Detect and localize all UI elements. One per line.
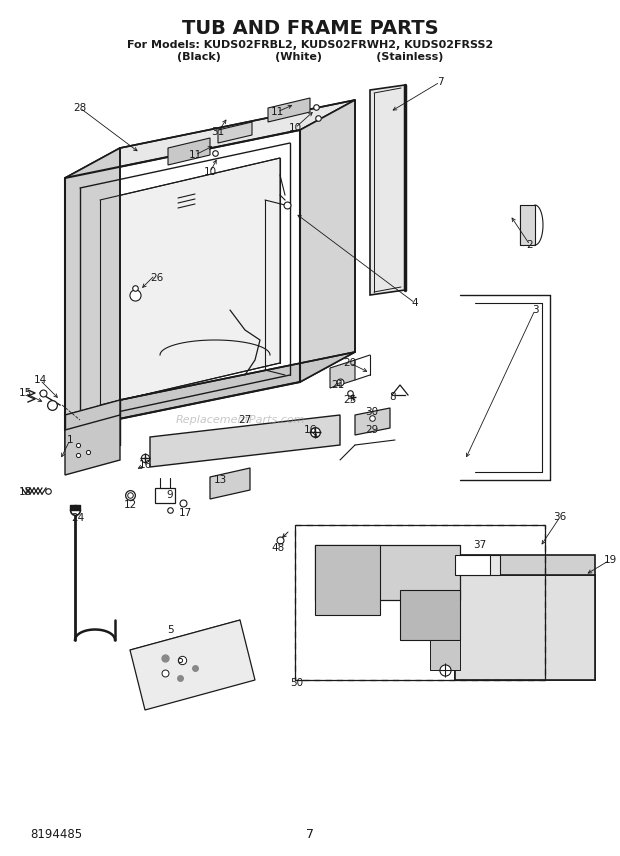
- Text: 8194485: 8194485: [30, 828, 82, 841]
- Polygon shape: [150, 415, 340, 467]
- Text: 21: 21: [331, 380, 345, 390]
- Text: 26: 26: [151, 273, 164, 283]
- Text: 36: 36: [554, 512, 567, 522]
- Polygon shape: [218, 122, 252, 143]
- Polygon shape: [300, 100, 355, 382]
- Polygon shape: [520, 205, 535, 245]
- Text: 16: 16: [303, 425, 317, 435]
- Polygon shape: [370, 85, 405, 295]
- Text: 50: 50: [290, 678, 304, 688]
- Text: 27: 27: [238, 415, 252, 425]
- Polygon shape: [355, 408, 390, 435]
- Text: 8: 8: [390, 392, 396, 402]
- Polygon shape: [65, 400, 120, 450]
- Polygon shape: [330, 360, 355, 388]
- Text: 11: 11: [270, 107, 283, 117]
- Polygon shape: [210, 468, 250, 499]
- Text: 7: 7: [306, 828, 314, 841]
- Text: 18: 18: [19, 487, 32, 497]
- Text: 24: 24: [71, 513, 84, 523]
- Text: 2: 2: [526, 240, 533, 250]
- Text: 13: 13: [213, 475, 227, 485]
- Text: 48: 48: [272, 543, 285, 553]
- Text: 5: 5: [167, 625, 174, 635]
- Polygon shape: [65, 100, 355, 178]
- Polygon shape: [400, 590, 460, 640]
- Polygon shape: [65, 352, 355, 430]
- Text: 7: 7: [436, 77, 443, 87]
- Text: 37: 37: [474, 540, 487, 550]
- Text: For Models: KUDS02FRBL2, KUDS02FRWH2, KUDS02FRSS2: For Models: KUDS02FRBL2, KUDS02FRWH2, KU…: [127, 40, 493, 50]
- Polygon shape: [168, 138, 210, 165]
- Text: 4: 4: [412, 298, 418, 308]
- Text: 10: 10: [203, 167, 216, 177]
- Text: 20: 20: [343, 358, 356, 368]
- Polygon shape: [455, 575, 595, 680]
- Text: 16: 16: [138, 460, 152, 470]
- Text: 12: 12: [123, 500, 136, 510]
- Polygon shape: [315, 545, 460, 600]
- Text: 1: 1: [67, 435, 73, 445]
- Text: 28: 28: [73, 103, 87, 113]
- Text: ReplacementParts.com: ReplacementParts.com: [175, 415, 305, 425]
- Polygon shape: [65, 415, 120, 475]
- Polygon shape: [100, 158, 280, 405]
- Polygon shape: [130, 620, 255, 710]
- Polygon shape: [455, 555, 595, 575]
- Text: 11: 11: [188, 150, 202, 160]
- Text: (Black)              (White)              (Stainless): (Black) (White) (Stainless): [177, 52, 443, 62]
- Polygon shape: [155, 488, 175, 503]
- Text: 17: 17: [179, 508, 192, 518]
- Text: TUB AND FRAME PARTS: TUB AND FRAME PARTS: [182, 19, 438, 38]
- Text: 19: 19: [603, 555, 617, 565]
- Polygon shape: [455, 555, 500, 575]
- Text: 10: 10: [288, 123, 301, 133]
- Text: 25: 25: [343, 395, 356, 405]
- Text: 15: 15: [19, 388, 32, 398]
- Text: 14: 14: [33, 375, 46, 385]
- Polygon shape: [315, 545, 380, 615]
- Text: 31: 31: [211, 127, 224, 137]
- Text: 9: 9: [167, 490, 174, 500]
- Polygon shape: [268, 98, 310, 122]
- Text: 30: 30: [365, 407, 379, 417]
- Polygon shape: [65, 148, 120, 430]
- Text: 3: 3: [532, 305, 538, 315]
- Polygon shape: [455, 555, 490, 575]
- Text: 29: 29: [365, 425, 379, 435]
